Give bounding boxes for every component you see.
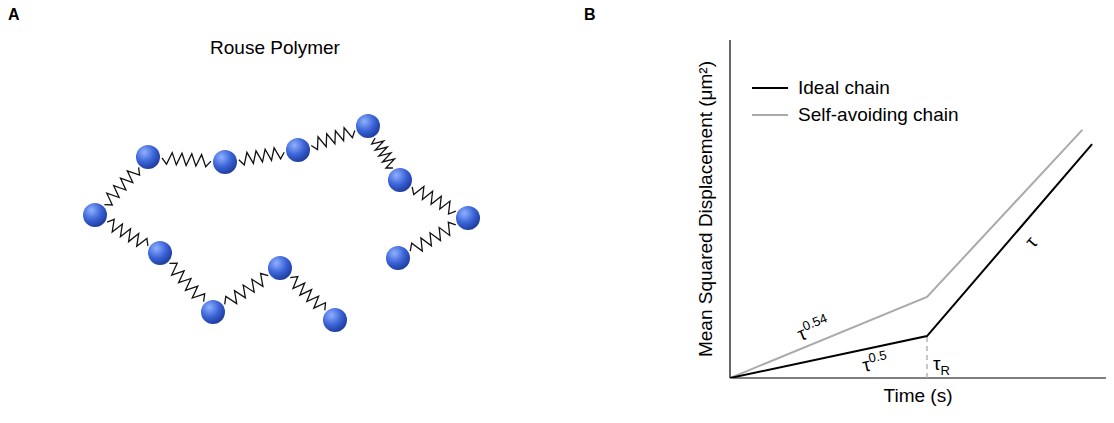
legend-swatch — [752, 87, 788, 89]
spring — [104, 167, 139, 205]
spring — [372, 138, 395, 168]
reference-line — [926, 336, 927, 378]
y-axis — [729, 40, 730, 378]
annotation-subscript: R — [941, 363, 950, 378]
panel-letter: A — [8, 6, 20, 23]
spring — [169, 263, 204, 301]
bead — [286, 138, 310, 162]
bead — [213, 150, 237, 174]
x-axis — [730, 377, 1106, 378]
series-line — [730, 144, 1092, 378]
annotation-superscript: 0.54 — [800, 310, 829, 334]
figure: A Rouse Polymer B Time (s) Mean Squared Disp… — [0, 0, 1114, 423]
spring — [225, 274, 269, 305]
bead — [83, 203, 107, 227]
annotation: τ — [1021, 232, 1042, 252]
spring — [311, 128, 355, 150]
bead — [356, 114, 380, 138]
bead — [201, 300, 225, 324]
legend-label: Self-avoiding chain — [798, 104, 959, 125]
bead — [136, 145, 160, 169]
annotation-superscript: 0.5 — [867, 347, 888, 365]
spring — [107, 219, 148, 246]
annotation: τ0.5 — [860, 347, 890, 376]
y-axis-title: Mean Squared Displacement (μm²) — [695, 61, 716, 357]
panel-letter: B — [584, 6, 596, 23]
annotation: τ0.54 — [793, 310, 832, 345]
legend-label: Ideal chain — [798, 77, 890, 98]
beads — [83, 114, 480, 332]
annotation-base: τ — [1021, 232, 1042, 252]
plot-area — [730, 130, 1092, 378]
bead — [386, 246, 410, 270]
spring — [410, 222, 456, 251]
bead — [388, 168, 412, 192]
spring — [239, 148, 284, 165]
legend-swatch — [752, 114, 788, 116]
spring — [412, 187, 456, 215]
panel-title: Rouse Polymer — [210, 37, 341, 58]
spring — [290, 277, 325, 311]
bead — [148, 241, 172, 265]
bead — [456, 206, 480, 230]
reference-label: τR — [933, 353, 950, 378]
bead — [268, 256, 292, 280]
bead — [323, 308, 347, 332]
spring — [162, 153, 211, 167]
x-axis-title: Time (s) — [884, 385, 953, 406]
springs — [104, 128, 455, 311]
